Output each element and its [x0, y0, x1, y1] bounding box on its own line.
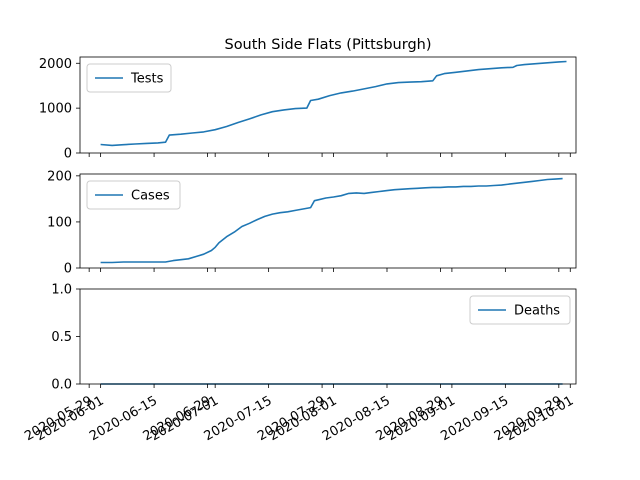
y-tick-label-deaths: 1.0 [51, 283, 72, 298]
y-tick-label-cases: 100 [47, 215, 72, 230]
panel-cases: 0 100 200 Cases [47, 169, 577, 277]
y-tick-label-cases: 200 [47, 169, 72, 184]
y-tick-label-tests: 0 [64, 147, 72, 162]
panels: 0 1000 2000 Tests 0 100 200 Cases 0.0 0.5 1.0 Death… [22, 56, 577, 444]
chart-title: South Side Flats (Pittsburgh) [224, 37, 431, 53]
panel-deaths: 0.0 0.5 1.0 Deaths [51, 283, 577, 393]
legend-box-tests [86, 63, 172, 93]
series-line-cases [100, 177, 563, 264]
legend-label-cases: Cases [131, 189, 170, 204]
legend-label-deaths: Deaths [514, 304, 560, 319]
axes-frame-cases [79, 173, 577, 269]
legend-deaths: Deaths [469, 295, 571, 325]
y-tick-label-tests: 2000 [39, 57, 72, 72]
y-tick-label-deaths: 0.5 [51, 330, 72, 345]
series-line-tests [100, 60, 567, 147]
y-tick-label-deaths: 0.0 [51, 378, 72, 393]
legend-tests: Tests [86, 63, 172, 93]
axes-frame-tests [79, 56, 577, 154]
panel-tests: 0 1000 2000 Tests [39, 56, 577, 162]
y-tick-label-tests: 1000 [39, 102, 72, 117]
legend-box-deaths [469, 295, 571, 325]
y-tick-label-cases: 0 [64, 262, 72, 277]
legend-label-tests: Tests [130, 72, 164, 87]
legend-cases: Cases [86, 180, 181, 210]
legend-box-cases [86, 180, 181, 210]
